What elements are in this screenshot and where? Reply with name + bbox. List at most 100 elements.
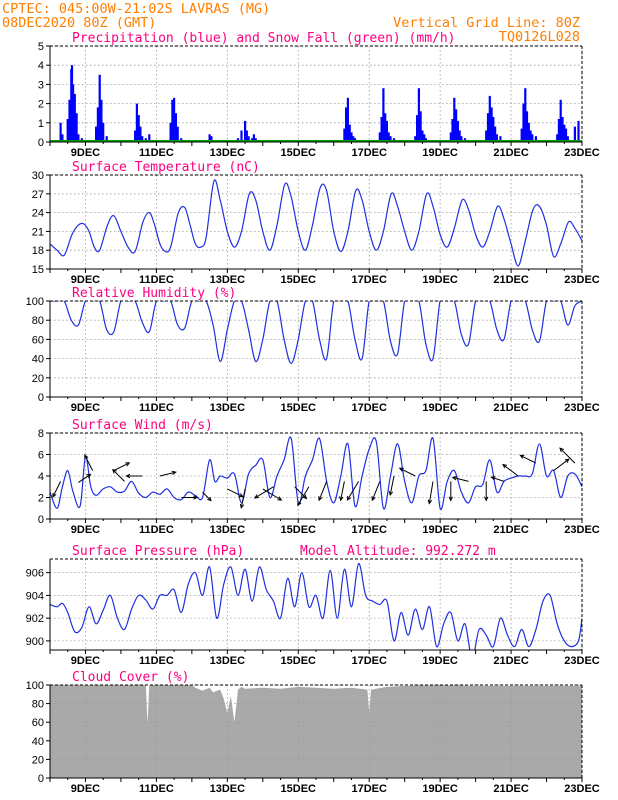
surface-temperature-line [50, 179, 582, 267]
precip-bar [105, 136, 108, 142]
precip-bar [525, 111, 529, 142]
pressure-title: Surface Pressure (hPa) [72, 544, 244, 559]
x-date-label: 11DEC [139, 274, 174, 286]
x-date-label: 11DEC [139, 147, 174, 159]
precip-bar [384, 113, 387, 142]
x-date-label: 21DEC [493, 524, 529, 536]
y-tick-label: 902 [26, 613, 44, 625]
x-date-label: 19DEC [422, 402, 458, 414]
precip-bar [417, 88, 420, 142]
precip-bar [148, 134, 151, 142]
y-tick-label: 904 [26, 590, 44, 602]
wind-arrow [113, 462, 131, 472]
precip-bar [520, 128, 523, 142]
wind-arrow [371, 481, 381, 502]
y-tick-label: 0 [38, 514, 44, 526]
wind-arrow [84, 454, 94, 471]
precip-bar [451, 119, 454, 142]
y-tick-label: 1 [38, 118, 44, 130]
precip-bar [488, 95, 491, 142]
precip-bar [96, 107, 99, 142]
precip-bar [247, 136, 250, 142]
x-date-label: 21DEC [493, 147, 529, 159]
x-date-label: 13DEC [210, 147, 246, 159]
x-date-label: 19DEC [422, 783, 458, 795]
precip-bar [77, 134, 80, 142]
x-date-label: 9DEC [71, 524, 100, 536]
wind-arrow [181, 495, 199, 500]
y-tick-label: 2 [38, 493, 44, 505]
x-date-label: 13DEC [210, 783, 246, 795]
precip-bar [134, 130, 137, 142]
precip-bar [485, 130, 488, 142]
precip-bar [455, 109, 458, 142]
header-grid-note: Vertical Grid Line: 80Z [393, 15, 580, 31]
cloud-cover-area [50, 685, 582, 778]
precip-bar [252, 134, 255, 142]
precip-bar [460, 136, 463, 142]
precip-bar [135, 103, 138, 142]
temperature-panel: Surface Temperature (nC) 15 18 21 24 27 30 9DE… [32, 160, 600, 286]
precip-bar [75, 113, 78, 142]
precip-bar [73, 94, 76, 142]
x-date-label: 15DEC [281, 524, 317, 536]
model-altitude-note: Model Altitude: 992.272 m [300, 544, 496, 559]
precip-bar [577, 120, 580, 142]
precip-bar [456, 120, 459, 142]
precip-bar [389, 136, 392, 142]
precip-bar [556, 134, 559, 142]
wind-arrow [78, 473, 92, 483]
surface-pressure-line [50, 562, 582, 650]
precip-bar [380, 117, 383, 142]
wind-arrow [111, 468, 125, 482]
precip-bar [59, 122, 62, 142]
precip-bar [458, 130, 461, 142]
x-date-label: 15DEC [281, 147, 317, 159]
precip-bar [352, 136, 355, 142]
precip-bar [169, 122, 172, 142]
x-date-label: 17DEC [351, 655, 387, 667]
y-tick-label: 0 [38, 137, 44, 149]
precip-bar [378, 132, 381, 142]
y-tick-label: 4 [38, 471, 44, 483]
y-tick-label: 20 [32, 754, 44, 766]
wind-arrow [346, 481, 360, 501]
cloud-cover-title: Cloud Cover (%) [72, 670, 189, 685]
wind-arrow [484, 481, 489, 502]
wind-arrow [398, 467, 416, 477]
precip-bar [385, 120, 388, 142]
y-tick-label: 18 [32, 245, 44, 257]
x-date-label: 15DEC [281, 402, 317, 414]
humidity-panel: Relative Humidity (%) 0 20 40 60 80 100 9DEC 11… [26, 286, 600, 414]
precip-bar [557, 119, 560, 142]
x-date-label: 17DEC [351, 783, 387, 795]
precip-bar [173, 97, 176, 142]
precip-bar [174, 113, 177, 142]
x-date-label: 15DEC [281, 274, 317, 286]
x-date-label: 11DEC [139, 524, 174, 536]
precip-bar [240, 130, 243, 142]
wind-arrow [427, 481, 434, 505]
y-tick-label: 40 [32, 354, 44, 366]
precip-bar [449, 132, 452, 142]
wind-arrow [318, 481, 328, 502]
y-tick-label: 0 [38, 392, 44, 404]
precipitation-panel: Precipitation (blue) and Snow Fall (gree… [38, 31, 600, 159]
y-tick-label: 60 [32, 717, 44, 729]
x-date-label: 17DEC [351, 274, 387, 286]
precip-bar [524, 88, 527, 142]
precip-bar [495, 134, 498, 142]
x-date-label: 13DEC [210, 524, 246, 536]
precip-bar [421, 130, 424, 142]
wind-arrow [553, 458, 570, 472]
x-date-label: 19DEC [422, 655, 458, 667]
header-location: CPTEC: 045:00W-21:02S LAVRAS (MG) [2, 1, 270, 17]
pressure-panel: Surface Pressure (hPa) 900 902 904 906 9DEC 1… [26, 544, 600, 667]
precip-bar [492, 117, 495, 142]
x-date-label: 21DEC [493, 402, 529, 414]
x-date-label: 15DEC [281, 783, 317, 795]
wind-arrow [227, 488, 244, 498]
x-date-label: 13DEC [210, 402, 246, 414]
x-date-label: 23DEC [564, 783, 600, 795]
